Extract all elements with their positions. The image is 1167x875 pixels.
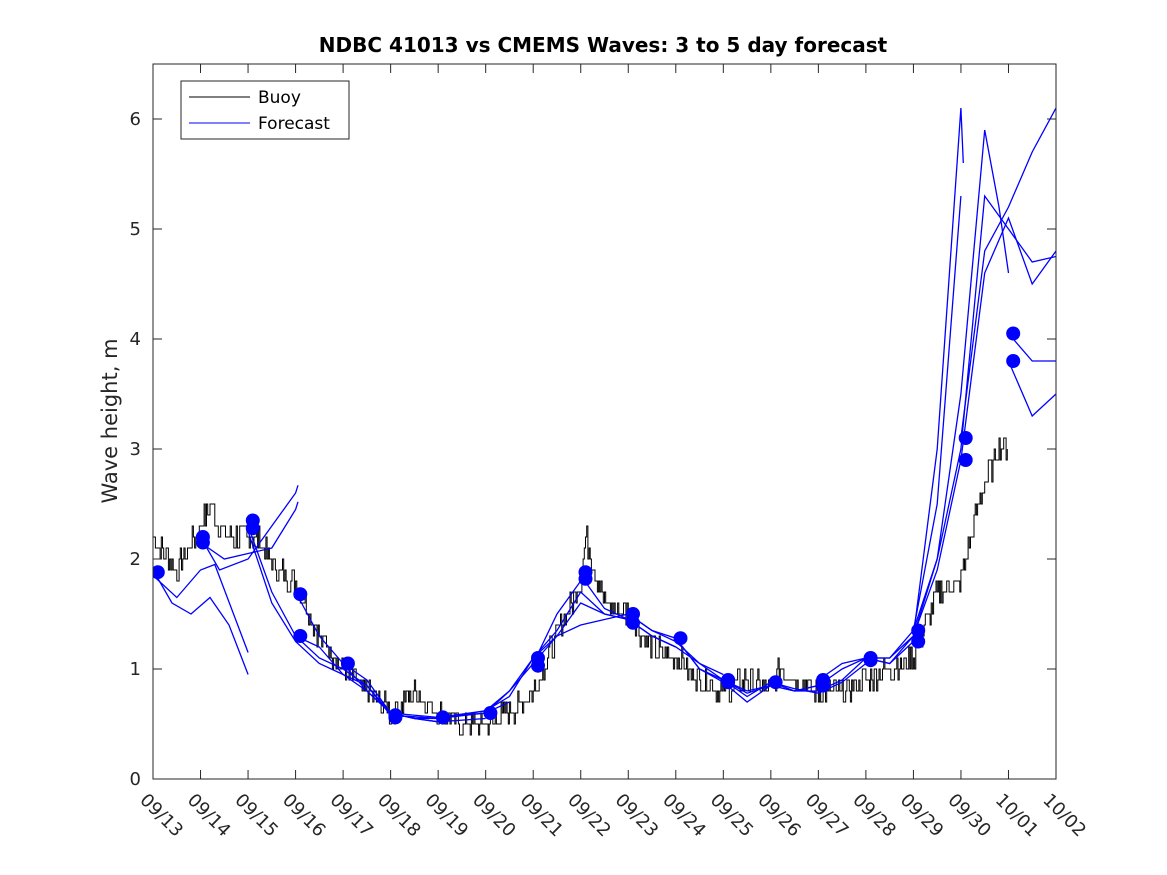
forecast-marker-28 [958,431,973,445]
forecast-marker-13 [531,658,545,673]
forecast-series-line-21 [912,216,1056,637]
forecast-marker-27 [911,634,926,649]
forecast-marker-4 [245,521,260,536]
forecast-series-line-3 [200,501,299,560]
legend-label-buoy: Buoy [258,88,301,108]
axes-frame [152,63,1057,780]
legend-box [180,80,350,140]
forecast-series-line-1 [153,563,249,653]
legend-label-forecast: Forecast [258,114,330,134]
forecast-marker-2 [195,535,210,550]
forecast-series-line-6 [295,591,486,723]
forecast-series-line-23 [1008,333,1056,362]
y-tick-label-5: 5 [130,219,141,240]
forecast-marker-31 [1006,354,1021,368]
forecast-series-line-18 [818,107,964,681]
forecast-marker-7 [340,656,355,671]
forecast-marker-25 [863,653,878,668]
y-tick-label-0: 0 [130,769,141,790]
forecast-series-line-13 [580,575,771,692]
forecast-series-line-22 [960,107,1056,439]
y-tick-label-4: 4 [130,329,141,350]
y-axis-label: Wave height, m [98,338,122,503]
forecast-marker-0 [153,565,165,580]
forecast-series-line-19 [865,129,1010,665]
forecast-marker-11 [483,706,498,720]
forecast-series-line-2 [199,485,299,571]
forecast-marker-5 [293,587,308,602]
legend: Buoy Forecast [180,80,350,140]
forecast-marker-29 [958,453,973,467]
plot-area [153,107,1056,736]
forecast-marker-30 [1006,326,1021,341]
forecast-marker-10 [435,710,450,725]
y-tick-label-6: 6 [130,109,141,130]
forecast-marker-23 [816,678,831,693]
forecast-marker-6 [293,629,308,643]
forecast-series-line-24 [1007,360,1056,418]
forecast-marker-17 [626,615,640,630]
forecast-marker-9 [388,710,403,725]
forecast-marker-15 [578,571,593,586]
forecast-series-line-0 [153,569,249,675]
y-tick-label-1: 1 [130,659,141,680]
y-tick-label-2: 2 [130,549,141,570]
y-tick-label-3: 3 [130,439,141,460]
chart-title: NDBC 41013 vs CMEMS Waves: 3 to 5 day fo… [319,33,888,57]
forecast-marker-20 [721,675,736,690]
forecast-series-line-20 [912,194,1056,631]
forecast-marker-26 [911,623,926,638]
forecast-marker-21 [768,675,783,690]
forecast-marker-18 [673,631,688,646]
